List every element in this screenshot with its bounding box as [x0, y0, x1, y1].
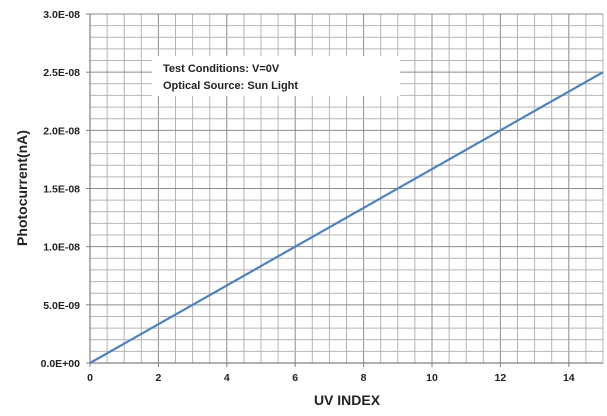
annotation-box: Test Conditions: V=0V Optical Source: Su… — [152, 56, 400, 96]
x-tick-label: 2 — [155, 372, 161, 384]
y-tick-label: 2.0E-08 — [43, 125, 80, 137]
y-tick-label: 1.0E-08 — [43, 242, 80, 254]
y-tick-label: 2.5E-08 — [43, 67, 80, 79]
y-tick-label: 1.5E-08 — [43, 184, 80, 196]
x-tick-label: 0 — [87, 372, 93, 384]
x-tick-label: 14 — [563, 372, 575, 384]
x-tick-label: 8 — [361, 372, 367, 384]
y-axis-title: Photocurrent(nA) — [14, 130, 30, 246]
x-tick-label: 12 — [495, 372, 507, 384]
annotation-line-2: Optical Source: Sun Light — [163, 80, 298, 92]
y-tick-label: 5.0E-09 — [43, 300, 80, 312]
x-axis-title: UV INDEX — [314, 392, 381, 408]
series-line — [89, 71, 604, 364]
tick-labels: 0 2 4 6 8 10 12 14 0.0E+00 5.0E-09 1.0E-08 1.5E-08 2… — [41, 9, 575, 384]
series-layer — [89, 71, 604, 364]
annotation-line-1: Test Conditions: V=0V — [163, 63, 280, 75]
x-tick-label: 6 — [292, 372, 298, 384]
annotation-background — [152, 56, 400, 96]
axes — [86, 13, 603, 367]
y-tick-label: 0.0E+00 — [41, 358, 81, 370]
x-tick-label: 10 — [426, 372, 438, 384]
x-tick-label: 4 — [224, 372, 230, 384]
y-tick-label: 3.0E-08 — [43, 9, 80, 21]
